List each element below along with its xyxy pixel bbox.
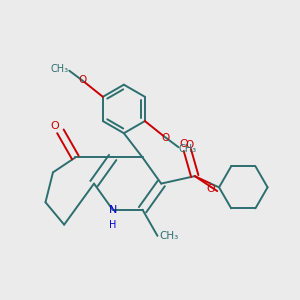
Text: N: N [109,205,117,215]
Text: H: H [109,220,116,230]
Text: O: O [179,140,188,149]
Text: CH₃: CH₃ [159,231,178,241]
Text: O: O [206,184,215,194]
Text: O: O [185,140,194,150]
Text: CH₃: CH₃ [179,144,197,154]
Text: O: O [78,75,86,85]
Text: O: O [161,133,169,143]
Text: CH₃: CH₃ [51,64,69,74]
Text: O: O [50,121,59,131]
